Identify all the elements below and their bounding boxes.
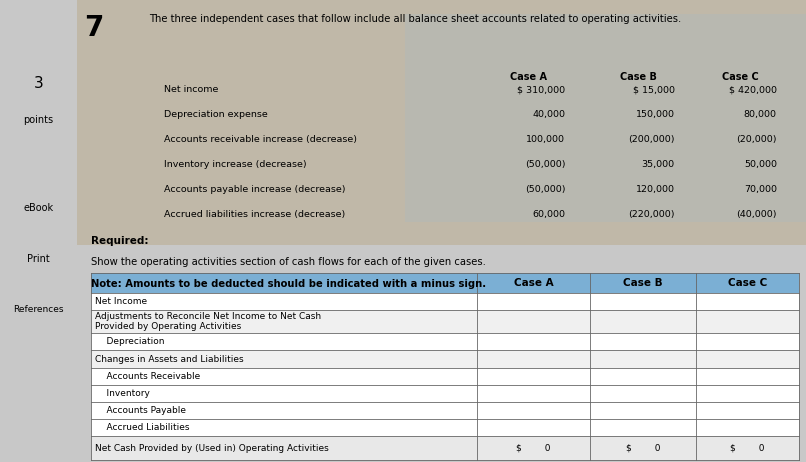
- Text: (20,000): (20,000): [737, 135, 777, 144]
- Text: Accounts payable increase (decrease): Accounts payable increase (decrease): [164, 185, 346, 194]
- Bar: [91, 310, 799, 333]
- Bar: [91, 351, 799, 368]
- Text: Show the operating activities section of cash flows for each of the given cases.: Show the operating activities section of…: [91, 257, 486, 267]
- Bar: [91, 402, 799, 419]
- Text: (50,000): (50,000): [525, 185, 565, 194]
- Text: Accrued liabilities increase (decrease): Accrued liabilities increase (decrease): [164, 210, 345, 219]
- Text: Accounts Payable: Accounts Payable: [95, 406, 186, 415]
- Bar: [91, 437, 799, 460]
- Text: $        0: $ 0: [730, 444, 765, 453]
- Text: (220,000): (220,000): [628, 210, 675, 219]
- Bar: [91, 419, 799, 437]
- Text: 40,000: 40,000: [532, 110, 565, 119]
- Text: 3: 3: [33, 76, 44, 91]
- Text: 120,000: 120,000: [636, 185, 675, 194]
- Text: 100,000: 100,000: [526, 135, 565, 144]
- Text: (40,000): (40,000): [737, 210, 777, 219]
- Text: Case B: Case B: [620, 72, 657, 82]
- Bar: [77, 0, 806, 245]
- Text: $        0: $ 0: [625, 444, 660, 453]
- Text: $ 310,000: $ 310,000: [517, 85, 565, 94]
- Bar: [91, 293, 799, 310]
- Text: Case B: Case B: [623, 278, 663, 288]
- Text: $ 15,000: $ 15,000: [633, 85, 675, 94]
- Text: Depreciation: Depreciation: [95, 337, 164, 346]
- Text: Changes in Assets and Liabilities: Changes in Assets and Liabilities: [95, 354, 243, 364]
- Text: $ 420,000: $ 420,000: [729, 85, 777, 94]
- Text: (50,000): (50,000): [525, 160, 565, 169]
- Text: 35,000: 35,000: [642, 160, 675, 169]
- Text: Net Income: Net Income: [95, 297, 147, 306]
- Bar: [91, 333, 799, 351]
- Text: (200,000): (200,000): [628, 135, 675, 144]
- Text: eBook: eBook: [23, 203, 53, 213]
- Text: Net income: Net income: [164, 85, 218, 94]
- Text: 150,000: 150,000: [636, 110, 675, 119]
- Text: Depreciation expense: Depreciation expense: [164, 110, 268, 119]
- Text: The three independent cases that follow include all balance sheet accounts relat: The three independent cases that follow …: [150, 14, 682, 24]
- Text: Accounts receivable increase (decrease): Accounts receivable increase (decrease): [164, 135, 357, 144]
- Text: Required:: Required:: [91, 236, 148, 246]
- Bar: [405, 14, 806, 222]
- Text: Case C: Case C: [722, 72, 758, 82]
- Text: Print: Print: [27, 254, 50, 264]
- Text: Case A: Case A: [510, 72, 547, 82]
- Text: $        0: $ 0: [516, 444, 550, 453]
- Text: 7: 7: [84, 14, 103, 42]
- Text: Note: Amounts to be deducted should be indicated with a minus sign.: Note: Amounts to be deducted should be i…: [91, 279, 486, 289]
- Text: Adjustments to Reconcile Net Income to Net Cash
Provided by Operating Activities: Adjustments to Reconcile Net Income to N…: [95, 312, 321, 331]
- Text: Case C: Case C: [728, 278, 767, 288]
- Text: 60,000: 60,000: [532, 210, 565, 219]
- Text: References: References: [13, 305, 64, 314]
- Text: Inventory increase (decrease): Inventory increase (decrease): [164, 160, 307, 169]
- Bar: [91, 273, 799, 293]
- Text: Net Cash Provided by (Used in) Operating Activities: Net Cash Provided by (Used in) Operating…: [95, 444, 329, 453]
- Bar: [91, 385, 799, 402]
- Text: 70,000: 70,000: [744, 185, 777, 194]
- Bar: [91, 273, 799, 460]
- Text: Case A: Case A: [513, 278, 553, 288]
- Text: points: points: [23, 115, 53, 125]
- Text: Inventory: Inventory: [95, 389, 150, 398]
- Bar: [91, 368, 799, 385]
- Text: 50,000: 50,000: [744, 160, 777, 169]
- Text: Accounts Receivable: Accounts Receivable: [95, 372, 200, 381]
- Text: Accrued Liabilities: Accrued Liabilities: [95, 423, 189, 432]
- Text: 80,000: 80,000: [744, 110, 777, 119]
